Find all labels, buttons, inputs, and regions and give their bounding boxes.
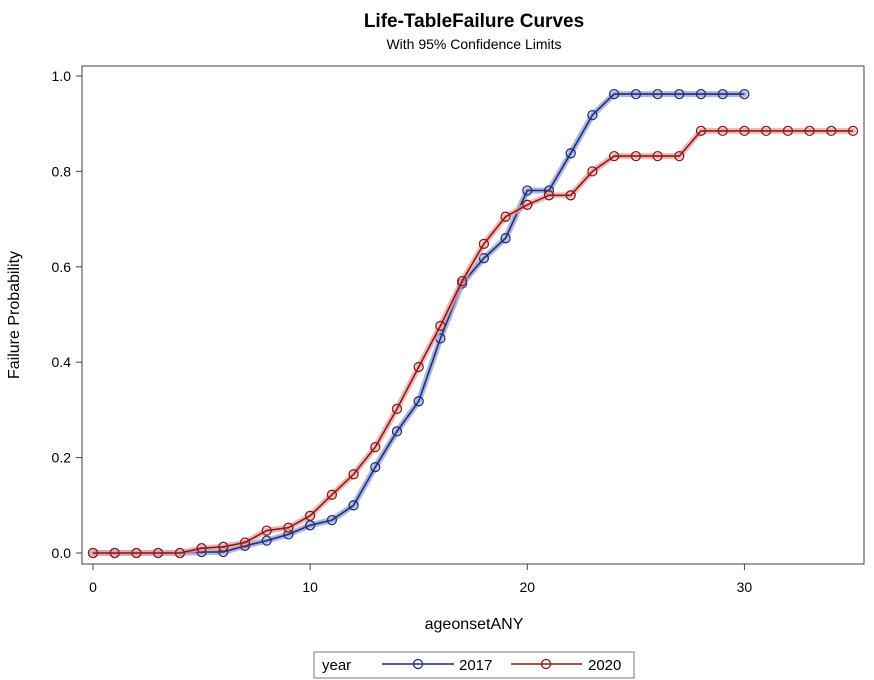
data-point-2017-30	[739, 88, 750, 100]
x-tick-label-20: 20	[519, 579, 535, 595]
data-point-2020-17	[456, 275, 468, 287]
data-point-2020-34	[826, 125, 837, 137]
data-point-2020-20	[522, 199, 533, 210]
data-point-2020-26	[652, 150, 663, 162]
data-point-2020-23	[587, 166, 598, 177]
x-tick-label-30: 30	[737, 579, 753, 595]
data-point-2017-20	[522, 185, 533, 196]
data-point-2020-7	[239, 537, 251, 548]
data-point-2017-12	[348, 500, 359, 511]
legend-marker-2020	[540, 658, 552, 670]
chart-title: Life-TableFailure Curves	[364, 11, 584, 32]
legend: year 2017 2020	[313, 651, 635, 679]
data-point-2020-15	[413, 361, 424, 373]
data-point-2017-25	[630, 88, 642, 100]
data-point-2020-19	[500, 211, 511, 222]
y-tick-label-4: 0.8	[52, 163, 72, 179]
data-point-2017-11	[326, 514, 338, 526]
data-point-2020-9	[283, 522, 294, 533]
data-point-2017-23	[587, 109, 598, 121]
data-point-2020-5	[196, 543, 207, 554]
data-point-2017-22	[565, 148, 576, 159]
data-point-2020-31	[760, 125, 772, 137]
data-point-2017-8	[261, 535, 272, 546]
data-point-2017-27	[674, 88, 685, 100]
y-tick-label-2: 0.4	[52, 354, 72, 370]
data-point-2020-6	[218, 541, 229, 552]
data-point-2020-3	[152, 547, 164, 559]
data-point-2017-13	[370, 461, 381, 473]
data-point-2020-16	[435, 320, 446, 332]
data-point-2020-2	[131, 547, 142, 559]
data-point-2020-13	[370, 441, 381, 453]
y-tick-label-5: 1.0	[52, 68, 72, 84]
data-point-2020-27	[674, 150, 685, 162]
confidence-band-2020	[90, 127, 856, 556]
legend-title: year	[322, 657, 351, 674]
y-axis: 0.0 0.2 0.4 0.6 0.8 1.0	[52, 68, 82, 561]
data-point-2020-18	[478, 238, 490, 250]
data-point-2017-18	[478, 253, 490, 264]
legend-marker-2017	[412, 658, 424, 670]
data-point-2017-14	[391, 426, 403, 437]
data-point-2020-10	[304, 510, 316, 521]
data-point-2017-19	[500, 233, 511, 244]
confidence-band-2017	[90, 91, 748, 556]
x-axis-label: ageonsetANY	[425, 616, 524, 633]
data-point-2020-4	[174, 547, 186, 559]
plot-frame	[81, 65, 865, 565]
data-point-2020-8	[261, 525, 272, 536]
data-point-2017-28	[695, 88, 707, 100]
chart-subtitle: With 95% Confidence Limits	[386, 36, 561, 52]
y-tick-label-3: 0.6	[52, 259, 72, 275]
x-axis: 0 10 20 30	[89, 564, 752, 595]
x-tick-label-0: 0	[89, 579, 97, 595]
data-point-2020-25	[630, 150, 642, 162]
data-point-2017-26	[652, 88, 663, 100]
data-point-2020-22	[565, 190, 576, 201]
data-point-2020-24	[608, 150, 620, 162]
y-axis-label: Failure Probability	[6, 251, 23, 379]
data-point-2020-28	[695, 125, 707, 137]
data-point-2020-11	[326, 489, 338, 500]
y-tick-label-0: 0.0	[52, 545, 72, 561]
legend-label-2017: 2017	[459, 657, 492, 674]
data-point-2017-29	[717, 88, 728, 100]
data-point-2020-0	[87, 547, 99, 559]
data-point-2020-12	[348, 469, 359, 480]
data-point-2020-1	[109, 547, 120, 559]
y-tick-label-1: 0.2	[52, 450, 72, 466]
data-point-2017-15	[413, 396, 424, 407]
data-point-2020-32	[782, 125, 794, 137]
data-point-2020-35	[847, 125, 859, 137]
legend-frame	[313, 651, 635, 679]
data-point-2017-24	[608, 88, 620, 100]
data-point-2020-14	[391, 403, 403, 415]
data-point-2020-33	[804, 125, 815, 137]
series-line-2017	[93, 93, 745, 554]
legend-label-2020: 2020	[588, 657, 621, 674]
data-point-2020-21	[543, 190, 555, 201]
data-point-2020-30	[739, 125, 750, 137]
x-tick-label-10: 10	[302, 579, 318, 595]
plot-area	[87, 88, 859, 559]
series-line-2020	[93, 130, 853, 554]
data-point-2020-29	[717, 125, 728, 137]
